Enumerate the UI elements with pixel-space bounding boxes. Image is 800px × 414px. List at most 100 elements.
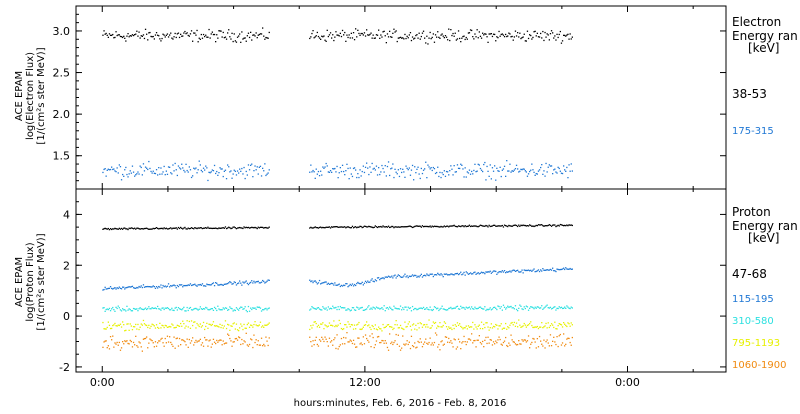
data-point xyxy=(112,306,114,309)
data-point xyxy=(363,171,366,174)
data-point xyxy=(424,274,426,276)
data-point xyxy=(472,308,474,310)
data-point xyxy=(173,284,175,286)
data-point xyxy=(219,339,221,341)
data-point xyxy=(567,177,569,179)
data-point xyxy=(132,34,135,37)
data-point xyxy=(205,34,207,36)
data-point xyxy=(411,305,414,308)
data-point xyxy=(422,226,425,228)
data-point xyxy=(438,309,440,312)
data-point xyxy=(527,335,530,337)
data-point xyxy=(137,227,139,229)
data-point xyxy=(147,168,149,171)
data-point xyxy=(431,273,433,275)
data-point xyxy=(522,272,524,274)
data-point xyxy=(357,173,359,175)
data-point xyxy=(316,31,318,34)
data-point xyxy=(163,165,165,168)
data-point xyxy=(211,343,213,345)
data-point xyxy=(139,326,141,328)
data-point xyxy=(437,31,439,33)
data-point xyxy=(546,327,548,329)
data-point xyxy=(192,175,194,177)
data-point xyxy=(336,34,338,36)
data-point xyxy=(474,306,476,308)
data-point xyxy=(229,337,231,340)
data-point xyxy=(255,324,257,326)
data-point xyxy=(251,280,253,282)
data-point xyxy=(486,322,488,324)
data-point xyxy=(224,226,227,228)
data-point xyxy=(372,227,374,229)
data-point xyxy=(153,325,155,327)
data-point xyxy=(327,171,329,173)
data-point xyxy=(547,322,549,324)
data-point xyxy=(409,275,412,278)
data-point xyxy=(359,328,361,330)
data-point xyxy=(500,306,502,308)
data-point xyxy=(331,226,333,228)
data-point xyxy=(559,268,561,271)
data-point xyxy=(543,225,545,227)
data-point xyxy=(396,308,398,310)
data-point xyxy=(175,326,177,328)
data-point xyxy=(210,284,212,286)
data-point xyxy=(183,340,185,342)
data-point xyxy=(418,341,420,344)
data-point xyxy=(457,167,460,169)
data-point xyxy=(463,327,465,329)
data-point xyxy=(164,285,166,287)
data-point xyxy=(315,226,317,229)
x-tick-label-0: 0:00 xyxy=(90,376,115,389)
data-point xyxy=(204,169,206,171)
data-point xyxy=(147,307,149,310)
data-point xyxy=(370,307,372,309)
data-point xyxy=(238,336,240,338)
data-point xyxy=(356,36,358,38)
data-point xyxy=(494,33,496,36)
data-point xyxy=(170,172,172,174)
data-point xyxy=(543,39,545,42)
data-point xyxy=(381,277,383,279)
data-point xyxy=(337,226,339,228)
data-point xyxy=(372,280,374,282)
data-point xyxy=(328,171,331,173)
data-point xyxy=(433,341,436,344)
data-point xyxy=(467,307,470,309)
data-point xyxy=(167,283,170,285)
data-point xyxy=(430,309,432,311)
data-point xyxy=(352,328,355,330)
data-point xyxy=(325,325,327,327)
data-point xyxy=(463,226,465,228)
data-point xyxy=(266,280,268,282)
data-point xyxy=(419,225,421,227)
data-point xyxy=(212,338,215,340)
data-point xyxy=(328,308,331,310)
data-point xyxy=(333,320,335,322)
data-point xyxy=(368,305,370,307)
data-point xyxy=(227,282,229,285)
series-47-68 xyxy=(102,223,573,231)
data-point xyxy=(480,37,483,39)
data-point xyxy=(406,309,408,311)
data-point xyxy=(568,337,570,340)
data-point xyxy=(333,284,335,286)
data-point xyxy=(347,36,349,39)
data-point xyxy=(323,328,325,330)
data-point xyxy=(380,277,382,280)
data-point xyxy=(122,308,124,310)
data-point xyxy=(571,336,573,339)
data-point xyxy=(231,227,233,229)
data-point xyxy=(341,164,344,166)
data-point xyxy=(331,282,333,284)
data-point xyxy=(386,33,389,35)
data-point xyxy=(479,341,482,344)
data-point xyxy=(244,327,246,329)
data-point xyxy=(362,326,364,328)
data-point xyxy=(338,35,340,37)
data-point xyxy=(264,227,266,229)
data-point xyxy=(320,226,322,228)
data-point xyxy=(415,225,417,227)
data-point xyxy=(477,163,479,165)
